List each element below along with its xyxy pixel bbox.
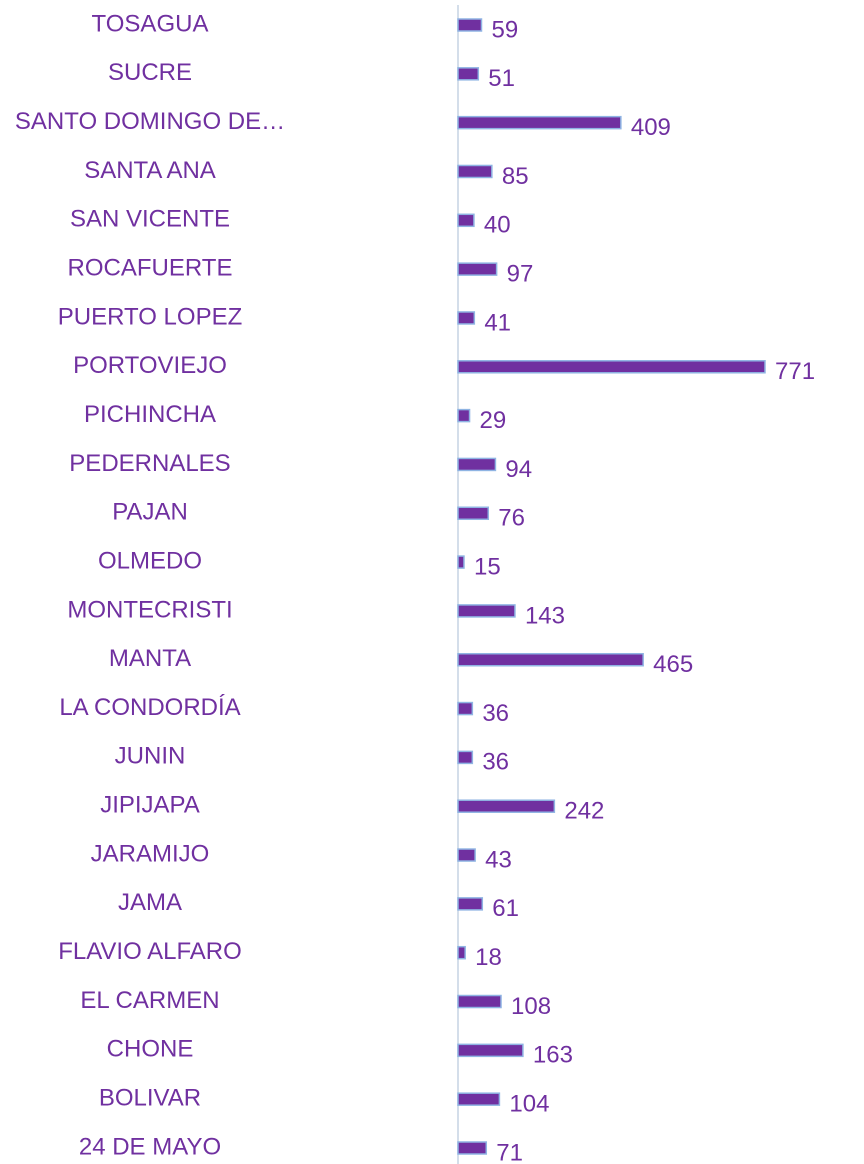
category-label: JARAMIJO xyxy=(91,840,210,867)
value-label: 18 xyxy=(475,944,502,971)
bar xyxy=(457,360,766,374)
bar xyxy=(457,848,476,862)
category-label: 24 DE MAYO xyxy=(79,1133,221,1160)
bar xyxy=(457,750,474,765)
bar xyxy=(457,67,480,81)
category-label: JUNIN xyxy=(115,743,186,770)
bar xyxy=(457,115,622,130)
category-label: PAJAN xyxy=(112,499,188,526)
value-label: 108 xyxy=(511,993,551,1020)
bar xyxy=(457,652,644,667)
value-label: 59 xyxy=(491,16,518,43)
category-label: PORTOVIEJO xyxy=(73,352,227,379)
value-label: 104 xyxy=(509,1091,549,1118)
category-label: JIPIJAPA xyxy=(100,792,200,819)
category-label: FLAVIO ALFARO xyxy=(58,938,242,965)
bar xyxy=(457,897,484,911)
bar xyxy=(457,164,493,179)
category-label: SAN VICENTE xyxy=(70,206,230,233)
value-label: 43 xyxy=(485,846,512,873)
category-label: PICHINCHA xyxy=(84,401,216,428)
category-label: SUCRE xyxy=(108,59,192,86)
category-label: MANTA xyxy=(109,645,191,672)
category-label: ROCAFUERTE xyxy=(68,254,233,281)
value-label: 36 xyxy=(482,749,509,776)
value-label: 242 xyxy=(564,798,604,825)
category-label: LA CONDORDÍA xyxy=(59,694,240,721)
bar xyxy=(457,555,465,569)
category-label: TOSAGUA xyxy=(92,10,209,37)
value-label: 465 xyxy=(653,651,693,678)
bar xyxy=(457,457,497,472)
category-label: OLMEDO xyxy=(98,547,202,574)
value-label: 97 xyxy=(507,260,534,287)
value-label: 40 xyxy=(484,212,511,239)
value-label: 76 xyxy=(498,505,525,532)
category-label: JAMA xyxy=(118,889,182,916)
bar xyxy=(457,408,471,423)
bar xyxy=(457,945,466,960)
bar xyxy=(457,1092,501,1106)
value-label: 409 xyxy=(631,114,671,141)
bar xyxy=(457,18,483,32)
value-label: 61 xyxy=(492,895,519,922)
bar xyxy=(457,262,498,276)
bar xyxy=(457,799,556,813)
category-label: PEDERNALES xyxy=(69,450,230,477)
bar xyxy=(457,701,474,716)
value-label: 94 xyxy=(505,456,532,483)
category-label: BOLIVAR xyxy=(99,1085,201,1112)
category-label: SANTA ANA xyxy=(84,157,216,184)
bar xyxy=(457,1141,488,1155)
value-label: 41 xyxy=(484,309,511,336)
category-label: MONTECRISTI xyxy=(67,596,232,623)
value-label: 29 xyxy=(480,407,507,434)
category-label: CHONE xyxy=(107,1036,194,1063)
bar xyxy=(457,604,516,618)
category-label: EL CARMEN xyxy=(80,987,219,1014)
value-label: 71 xyxy=(496,1139,523,1164)
value-label: 85 xyxy=(502,163,529,190)
bar xyxy=(457,506,490,521)
category-label: PUERTO LOPEZ xyxy=(58,303,243,330)
value-label: 36 xyxy=(482,700,509,727)
value-label: 15 xyxy=(474,553,501,580)
bar xyxy=(457,1043,524,1058)
value-label: 51 xyxy=(488,65,515,92)
bar xyxy=(457,994,502,1009)
value-label: 163 xyxy=(533,1042,573,1069)
bar xyxy=(457,311,476,325)
value-label: 771 xyxy=(775,358,815,385)
value-label: 143 xyxy=(525,602,565,629)
bar xyxy=(457,213,475,228)
category-label: SANTO DOMINGO DE… xyxy=(15,108,285,135)
